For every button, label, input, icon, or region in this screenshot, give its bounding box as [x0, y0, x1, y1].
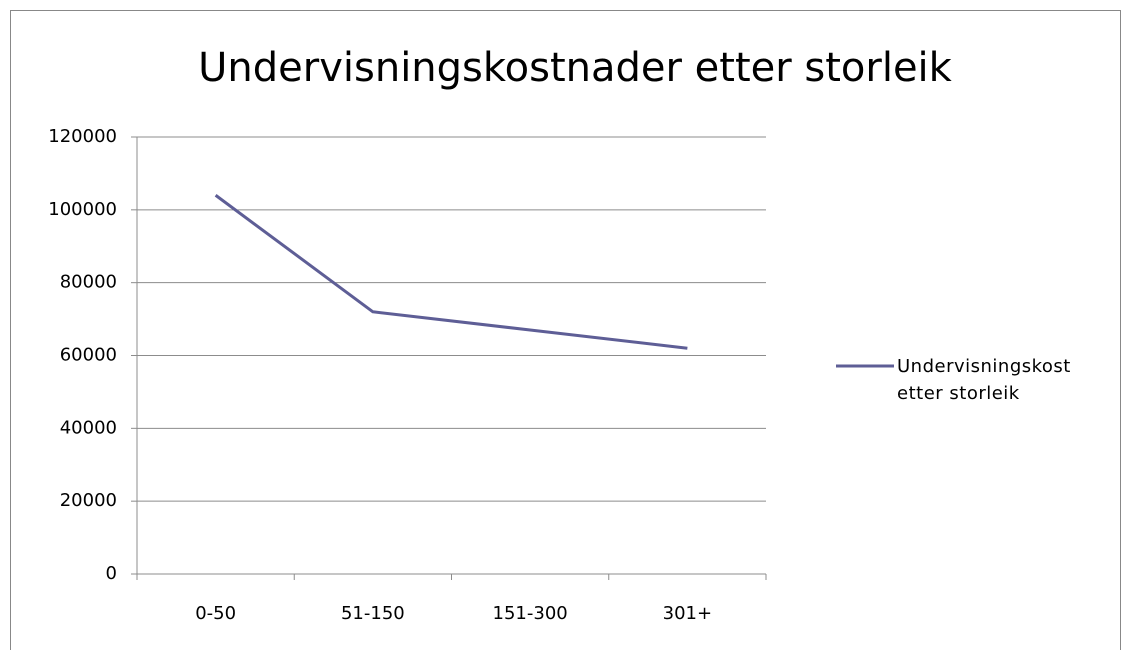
data-line [214, 194, 688, 350]
x-tick-label: 301+ [663, 603, 712, 624]
y-tick-label: 0 [106, 563, 117, 584]
x-tick-label: 151-300 [493, 603, 568, 624]
x-tick-label: 51-150 [341, 603, 405, 624]
y-tick-label: 100000 [48, 199, 117, 220]
y-tick-label: 80000 [60, 272, 117, 293]
chart-border [10, 10, 1121, 650]
y-tick-label: 60000 [60, 345, 117, 366]
y-tick-label: 20000 [60, 490, 117, 511]
legend-label: Undervisningskost etter storleik [897, 356, 1071, 404]
chart-title: Undervisningskostnader etter storleik [198, 45, 953, 91]
y-tick-label: 40000 [60, 417, 117, 438]
y-tick-label: 120000 [48, 126, 117, 147]
x-tick-label: 0-50 [195, 603, 236, 624]
